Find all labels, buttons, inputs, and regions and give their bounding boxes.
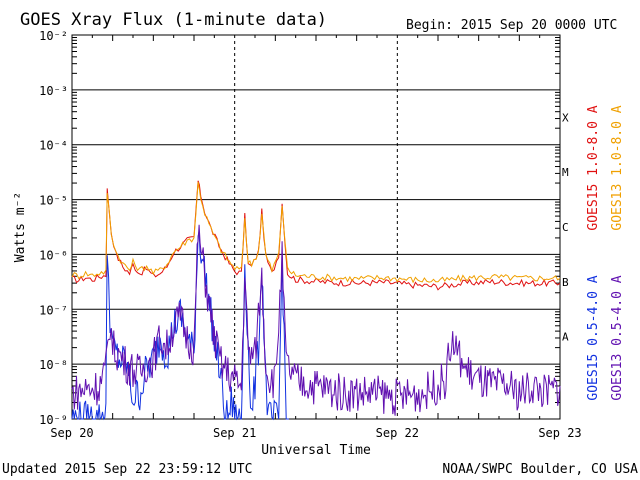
- x-tick-label: Sep 23: [538, 426, 581, 440]
- x-tick-labels: Sep 20 Sep 21 Sep 22 Sep 23: [50, 426, 581, 440]
- y-tick-label: 10⁻⁷: [39, 303, 68, 317]
- flare-class-label: A: [562, 331, 569, 344]
- legend: GOES15 1.0-8.0 A GOES13 1.0-8.0 A GOES15 0…: [586, 105, 625, 400]
- legend-entry: GOES13 0.5-4.0 A: [610, 275, 625, 400]
- y-tick-label: 10⁻⁹: [39, 413, 68, 427]
- flare-class-labels: X M C B A: [562, 111, 569, 343]
- y-axis-label: Watts m⁻²: [13, 192, 28, 262]
- x-tick-label: Sep 21: [213, 426, 256, 440]
- chart-title: GOES Xray Flux (1-minute data): [20, 10, 327, 30]
- series-line: [71, 224, 561, 416]
- series-line: [71, 181, 561, 284]
- grid: [72, 34, 560, 420]
- x-tick-label: Sep 22: [376, 426, 419, 440]
- legend-entry: GOES13 1.0-8.0 A: [610, 105, 625, 230]
- y-tick-label: 10⁻⁸: [39, 358, 68, 372]
- flare-class-label: B: [562, 276, 569, 289]
- x-tick-label: Sep 20: [50, 426, 93, 440]
- legend-entry: GOES15 0.5-4.0 A: [586, 275, 601, 400]
- y-tick-labels: 10⁻² 10⁻³ 10⁻⁴ 10⁻⁵ 10⁻⁶ 10⁻⁷ 10⁻⁸ 10⁻⁹: [39, 29, 68, 427]
- flare-class-label: X: [562, 111, 569, 124]
- y-tick-label: 10⁻⁴: [39, 139, 68, 153]
- x-axis-label: Universal Time: [261, 443, 371, 458]
- series-line: [71, 180, 561, 291]
- series-group: [71, 180, 561, 421]
- y-tick-label: 10⁻²: [39, 29, 68, 43]
- flare-class-label: M: [562, 166, 569, 179]
- y-tick-label: 10⁻³: [39, 84, 68, 98]
- flare-class-label: C: [562, 221, 569, 234]
- updated-time: Updated 2015 Sep 22 23:59:12 UTC: [2, 462, 252, 477]
- credit-text: NOAA/SWPC Boulder, CO USA: [442, 462, 638, 477]
- y-tick-label: 10⁻⁶: [39, 248, 68, 262]
- legend-entry: GOES15 1.0-8.0 A: [586, 105, 601, 230]
- y-tick-label: 10⁻⁵: [39, 194, 68, 208]
- begin-time: Begin: 2015 Sep 20 0000 UTC: [406, 18, 617, 33]
